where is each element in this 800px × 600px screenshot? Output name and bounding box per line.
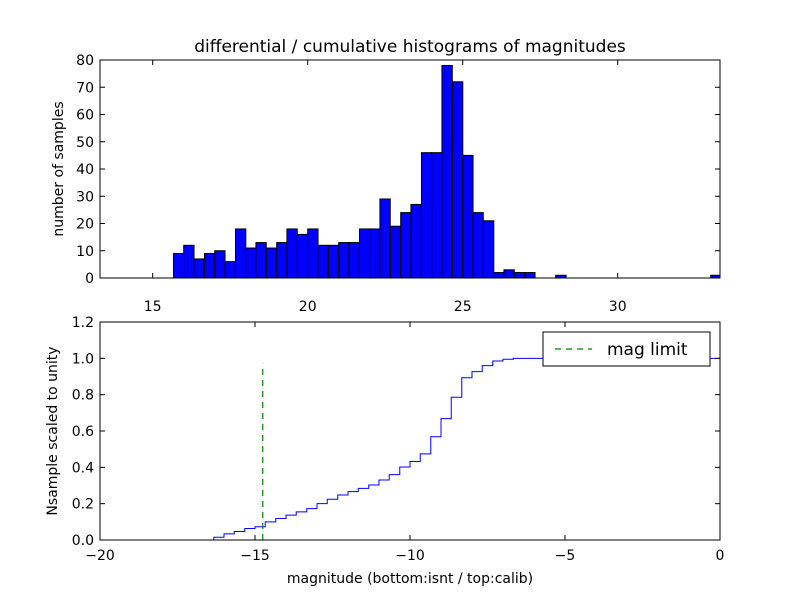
y-tick-label: 50 — [76, 135, 94, 151]
histogram-bar — [369, 228, 381, 279]
y-tick-label: 0.2 — [72, 497, 94, 513]
y-tick-label: 30 — [76, 189, 94, 205]
histogram-bars — [172, 64, 721, 279]
histogram-bar — [286, 228, 298, 279]
histogram-bar — [214, 250, 226, 279]
cumulative-step-line — [100, 357, 721, 541]
histogram-bar — [276, 242, 288, 279]
y-tick-label: 20 — [76, 217, 94, 233]
y-tick-label: 0.0 — [72, 533, 94, 549]
y-tick-label: 1.2 — [72, 315, 94, 331]
y-tick-label: 10 — [76, 244, 94, 260]
histogram-bar — [493, 272, 505, 279]
x-tick-label: −20 — [85, 548, 115, 564]
histogram-bar — [183, 244, 195, 279]
top-chart-ticks: 0 10 20 30 40 50 60 70 80 15 20 25 30 — [76, 53, 720, 315]
histogram-bar — [172, 252, 185, 279]
bottom-chart-frame — [99, 321, 721, 541]
cumulative-lines — [100, 357, 721, 541]
x-tick-label: 25 — [454, 299, 472, 315]
x-tick-label: 30 — [609, 299, 627, 315]
top-chart-frame — [99, 59, 721, 279]
histogram-bar — [472, 212, 484, 279]
histogram-bar — [338, 242, 350, 279]
histogram-bar — [389, 225, 402, 279]
y-tick-label: 40 — [76, 162, 94, 178]
x-tick-label: −10 — [395, 548, 425, 564]
histogram-bar — [317, 244, 329, 279]
x-tick-label: 15 — [144, 299, 162, 315]
histogram-bar — [234, 228, 247, 279]
legend-label: mag limit — [607, 340, 688, 360]
y-tick-label: 1.0 — [72, 351, 94, 367]
histogram-bar — [503, 269, 515, 279]
legend: mag limit — [542, 331, 711, 367]
histogram-bar — [255, 242, 267, 279]
histogram-bar — [441, 64, 453, 279]
histogram-bar — [358, 228, 371, 279]
histogram-bar — [400, 212, 412, 279]
y-tick-label: 70 — [76, 80, 94, 96]
histogram-bar — [265, 247, 278, 279]
x-tick-label: −5 — [555, 548, 576, 564]
y-tick-label: 0.4 — [72, 460, 94, 476]
histogram-bar — [203, 252, 216, 279]
histogram-bar — [482, 220, 495, 279]
cumulative-histogram: 0.0 0.2 0.4 0.6 0.8 1.0 1.2 −20 −15 −10 −5 0 Nsampl… — [45, 315, 724, 587]
y-tick-label: 0 — [85, 271, 94, 287]
histogram-bar — [296, 233, 309, 279]
x-tick-label: 20 — [299, 299, 317, 315]
bottom-y-axis-label: Nsample scaled to unity — [45, 346, 61, 515]
histogram-bar — [462, 154, 474, 279]
histogram-bar — [431, 152, 443, 279]
y-tick-label: 60 — [76, 108, 94, 124]
x-tick-label: −15 — [240, 548, 270, 564]
histogram-bar — [327, 244, 340, 279]
histogram-bar — [420, 152, 433, 279]
y-tick-label: 80 — [76, 53, 94, 69]
histogram-bar — [410, 203, 422, 279]
histogram-bar — [307, 228, 319, 279]
bottom-x-axis-label: magnitude (bottom:isnt / top:calib) — [287, 571, 533, 587]
histogram-bar — [348, 242, 360, 279]
histogram-bar — [451, 81, 464, 279]
y-tick-label: 0.6 — [72, 424, 94, 440]
y-tick-label: 0.8 — [72, 388, 94, 404]
histogram-bar — [524, 272, 536, 279]
chart-title: differential / cumulative histograms of … — [194, 37, 626, 57]
differential-histogram: differential / cumulative histograms of … — [51, 37, 721, 315]
histogram-bar — [379, 198, 391, 279]
histogram-bar — [224, 261, 236, 279]
top-y-axis-label: number of samples — [51, 101, 67, 236]
histogram-bar — [245, 247, 257, 279]
histogram-bar — [193, 258, 205, 279]
x-tick-label: 0 — [716, 548, 725, 564]
histogram-bar — [513, 272, 526, 279]
